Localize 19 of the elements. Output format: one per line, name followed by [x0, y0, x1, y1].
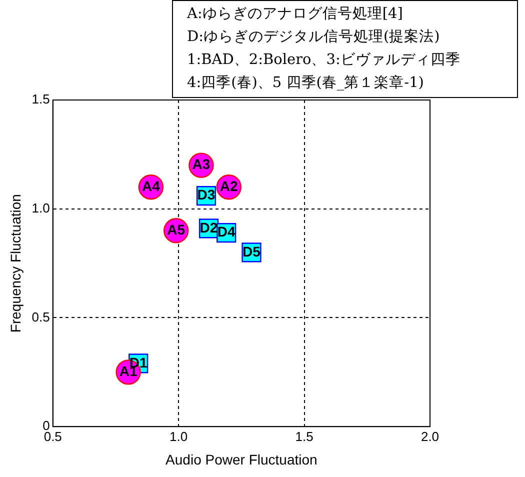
y-tick-label: 1.0	[32, 200, 50, 216]
y-tick-label: 1.5	[32, 92, 50, 107]
x-tick-label: 2.0	[420, 428, 440, 444]
y-tick-label: 0.5	[32, 309, 50, 324]
text: 1:BAD、2:Bolero、3:ビヴァルディ四季	[187, 51, 462, 70]
annotation: A5	[167, 222, 186, 238]
annotation: A3	[192, 156, 210, 172]
text: A:ゆらぎのアナログ信号処理[4]	[187, 5, 404, 24]
y-axis-title: Frequency Fluctuation	[7, 194, 24, 333]
text: 4:四季(春)、5 四季(春_第１楽章-1)	[187, 74, 425, 93]
x-axis-title: Audio Power Fluctuation	[166, 451, 318, 468]
annotation: D3	[197, 186, 216, 203]
annotation: D5	[242, 243, 261, 260]
x-tick-label: 1.0	[170, 428, 188, 444]
annotation: A2	[220, 178, 238, 194]
text: D:ゆらぎのデジタル信号処理(提案法)	[187, 28, 441, 47]
x-tick-label: 1.5	[295, 428, 314, 444]
y-tick-label: 0	[42, 418, 50, 434]
annotation: A4	[142, 178, 160, 194]
